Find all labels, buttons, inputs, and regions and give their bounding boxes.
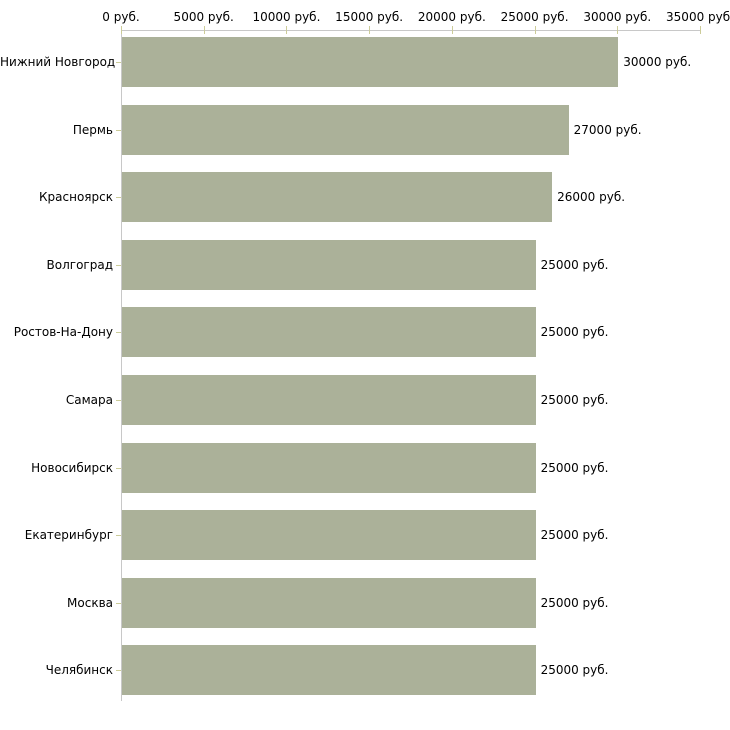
- category-tick: [116, 264, 121, 266]
- category-tick: [116, 62, 121, 63]
- category-tick: [116, 467, 121, 469]
- bar: [122, 172, 553, 223]
- x-axis-tick: [121, 26, 122, 34]
- category-label: Нижний Новгород: [0, 55, 116, 69]
- x-axis-tick: [369, 26, 371, 34]
- value-label: 25000 руб.: [540, 257, 609, 272]
- x-axis-tick-label: 10000 руб.: [252, 10, 321, 24]
- value-label: 26000 руб.: [557, 190, 626, 205]
- x-axis-tick: [203, 26, 205, 34]
- category-label: Екатеринбург: [24, 528, 113, 543]
- value-label: 25000 руб.: [540, 393, 609, 407]
- bar: [122, 239, 536, 290]
- x-axis-tick: [700, 26, 701, 34]
- x-axis-tick-label: 5000 руб.: [173, 10, 234, 24]
- bar: [122, 645, 536, 696]
- category-tick: [116, 129, 121, 131]
- category-label: Москва: [67, 595, 113, 610]
- bar: [122, 375, 536, 425]
- category-tick: [116, 332, 121, 334]
- bar: [122, 442, 536, 493]
- category-label: Пермь: [72, 122, 113, 137]
- category-label: Ростов-На-Дону: [13, 325, 113, 340]
- x-axis-tick-label: 35000 руб.: [666, 10, 730, 24]
- value-label: 27000 руб.: [573, 122, 642, 137]
- value-label: 25000 руб.: [540, 595, 609, 610]
- bar: [122, 510, 536, 561]
- value-label: 25000 руб.: [540, 325, 609, 340]
- category-tick: [116, 400, 121, 401]
- category-tick: [116, 602, 121, 604]
- x-axis-tick-label: 25000 руб.: [500, 10, 569, 24]
- value-label: 25000 руб.: [540, 528, 609, 543]
- category-tick: [116, 197, 121, 199]
- category-label: Самара: [65, 393, 113, 407]
- value-label: 25000 руб.: [540, 460, 609, 475]
- value-label: 30000 руб.: [623, 55, 692, 69]
- category-label: Красноярск: [39, 190, 113, 205]
- x-axis-tick: [286, 26, 288, 34]
- category-tick: [116, 670, 121, 672]
- category-label: Новосибирск: [31, 460, 113, 475]
- value-label: 25000 руб.: [540, 663, 609, 678]
- x-axis-tick-label: 30000 руб.: [583, 10, 652, 24]
- category-label: Челябинск: [45, 663, 113, 678]
- bar: [122, 307, 536, 358]
- x-axis-tick: [451, 26, 453, 34]
- x-axis-tick-label: 15000 руб.: [335, 10, 404, 24]
- bar: [122, 104, 569, 155]
- x-axis-tick: [617, 26, 619, 34]
- x-axis-tick-label: 0 руб.: [102, 10, 140, 24]
- y-axis-line: [121, 30, 122, 701]
- category-tick: [116, 535, 121, 537]
- bar: [122, 37, 619, 87]
- x-axis-tick-label: 20000 руб.: [417, 10, 486, 24]
- x-axis-tick: [534, 26, 536, 34]
- x-axis-line: [121, 30, 701, 31]
- category-label: Волгоград: [46, 257, 113, 272]
- bar: [122, 577, 536, 628]
